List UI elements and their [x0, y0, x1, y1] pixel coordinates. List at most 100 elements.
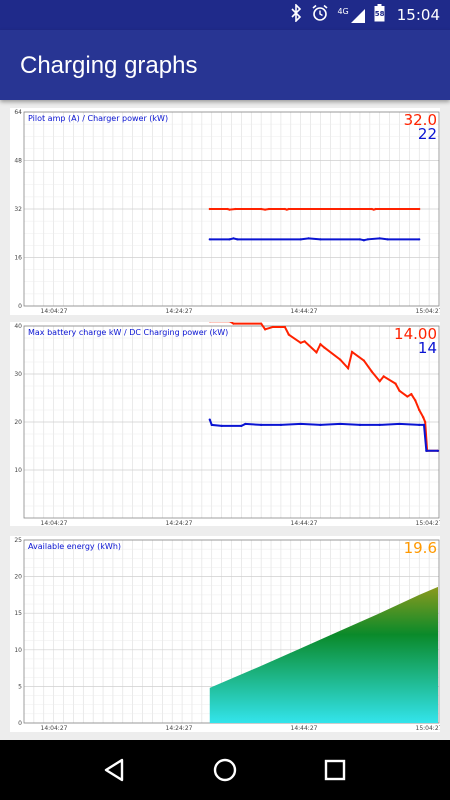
home-button[interactable] [205, 750, 245, 790]
y-tick-label: 20 [14, 419, 22, 426]
available-energy-chart: 0 5 10 15 20 25 14:04:27 14:24:27 14:44:27 15:04:… [10, 536, 440, 732]
data-point [240, 424, 243, 427]
data-point [370, 207, 373, 211]
signal-4g-icon: 4G [337, 7, 365, 24]
data-point [299, 238, 302, 241]
y-tick-label: 0 [18, 720, 22, 727]
data-point [418, 423, 421, 426]
data-point [414, 399, 417, 402]
chart-title: Max battery charge kW / DC Charging powe… [28, 328, 228, 337]
y-tick-label: 20 [14, 574, 22, 581]
data-point [425, 449, 428, 452]
data-point [406, 395, 409, 398]
data-point [358, 423, 362, 426]
y-tick-label: 10 [14, 467, 22, 474]
data-point [362, 239, 366, 242]
recents-button[interactable] [315, 750, 355, 790]
data-point [378, 237, 381, 240]
data-point [418, 207, 421, 211]
data-point [323, 346, 326, 349]
x-tick-label: 14:44:27 [291, 308, 318, 315]
status-bar: 4G 58 15:04 [0, 0, 450, 30]
data-point [279, 423, 283, 426]
data-point [372, 208, 375, 211]
y-tick-label: 30 [14, 371, 22, 378]
data-point [303, 340, 306, 343]
battery-label: 58 [374, 10, 385, 18]
data-point [378, 380, 381, 383]
data-point [220, 424, 223, 427]
x-tick-label: 14:04:27 [41, 308, 68, 315]
y-tick-label: 16 [14, 255, 22, 262]
data-point [436, 449, 440, 452]
data-point [232, 237, 235, 240]
data-point [244, 422, 247, 426]
data-point [283, 207, 286, 211]
data-point [422, 423, 426, 426]
current-value: 32.0 [404, 111, 437, 129]
y-tick-label: 0 [18, 303, 22, 310]
battery-charge-chart-svg: 10 20 30 40 14:04:27 14:24:27 14:44:27 15:04:27… [14, 322, 440, 526]
x-tick-label: 14:44:27 [291, 520, 318, 526]
navigation-bar [0, 740, 450, 800]
bluetooth-icon [289, 3, 303, 26]
chart-grid [24, 325, 439, 518]
data-point [319, 343, 322, 346]
charts-container: 0 16 32 48 64 14:04:27 14:24:27 14:44:27 15:04:2… [0, 100, 450, 740]
data-point [424, 420, 427, 424]
y-tick-label: 64 [14, 109, 22, 116]
pilot-amp-chart: 0 16 32 48 64 14:04:27 14:24:27 14:44:27 15:04:2… [10, 108, 440, 315]
y-tick-label: 25 [14, 537, 22, 544]
data-point [358, 238, 362, 241]
data-point [339, 422, 342, 426]
y-tick-label: 5 [18, 683, 22, 690]
x-tick-label: 14:24:27 [166, 308, 193, 315]
data-point [346, 367, 350, 370]
battery-icon: 58 [374, 4, 385, 26]
data-point [410, 393, 413, 396]
home-icon [213, 758, 237, 782]
data-point [394, 382, 397, 385]
battery-charge-chart: 10 20 30 40 14:04:27 14:24:27 14:44:27 15:04:27… [10, 322, 440, 526]
data-point [398, 389, 401, 392]
y-tick-label: 10 [14, 647, 22, 654]
data-point [370, 370, 373, 373]
alarm-icon [311, 4, 329, 26]
data-point [208, 238, 211, 241]
data-point [350, 350, 354, 354]
x-tick-label: 14:04:27 [41, 520, 68, 526]
app-title: Charging graphs [20, 52, 198, 79]
back-button[interactable] [95, 750, 135, 790]
data-point [226, 207, 229, 211]
chart-frame [23, 325, 440, 519]
data-point [422, 416, 425, 419]
red-series-line [209, 208, 420, 211]
chart-grid [24, 111, 439, 307]
data-point [418, 408, 421, 412]
x-tick-label: 15:04:27 [416, 308, 440, 315]
network-label: 4G [337, 6, 349, 16]
energy-area [209, 586, 438, 723]
data-point [228, 208, 231, 211]
data-point [382, 375, 385, 378]
y-tick-label: 40 [14, 323, 22, 330]
x-tick-label: 15:04:27 [416, 520, 440, 526]
chart-frame [23, 111, 440, 307]
data-point [315, 351, 318, 354]
data-point [339, 358, 342, 361]
data-point [366, 238, 369, 241]
data-point [374, 207, 377, 211]
data-point [208, 418, 211, 421]
y-tick-label: 48 [14, 158, 22, 165]
x-tick-label: 14:44:27 [291, 725, 318, 732]
app-bar: Charging graphs [0, 30, 450, 100]
current-value: 19.6 [404, 539, 437, 557]
recents-icon [324, 759, 346, 781]
data-point [287, 207, 290, 211]
back-icon [104, 758, 124, 782]
data-point [260, 423, 263, 426]
data-point [287, 333, 290, 336]
data-point [232, 322, 235, 325]
chart-title: Available energy (kWh) [28, 542, 121, 551]
data-point [210, 423, 213, 426]
